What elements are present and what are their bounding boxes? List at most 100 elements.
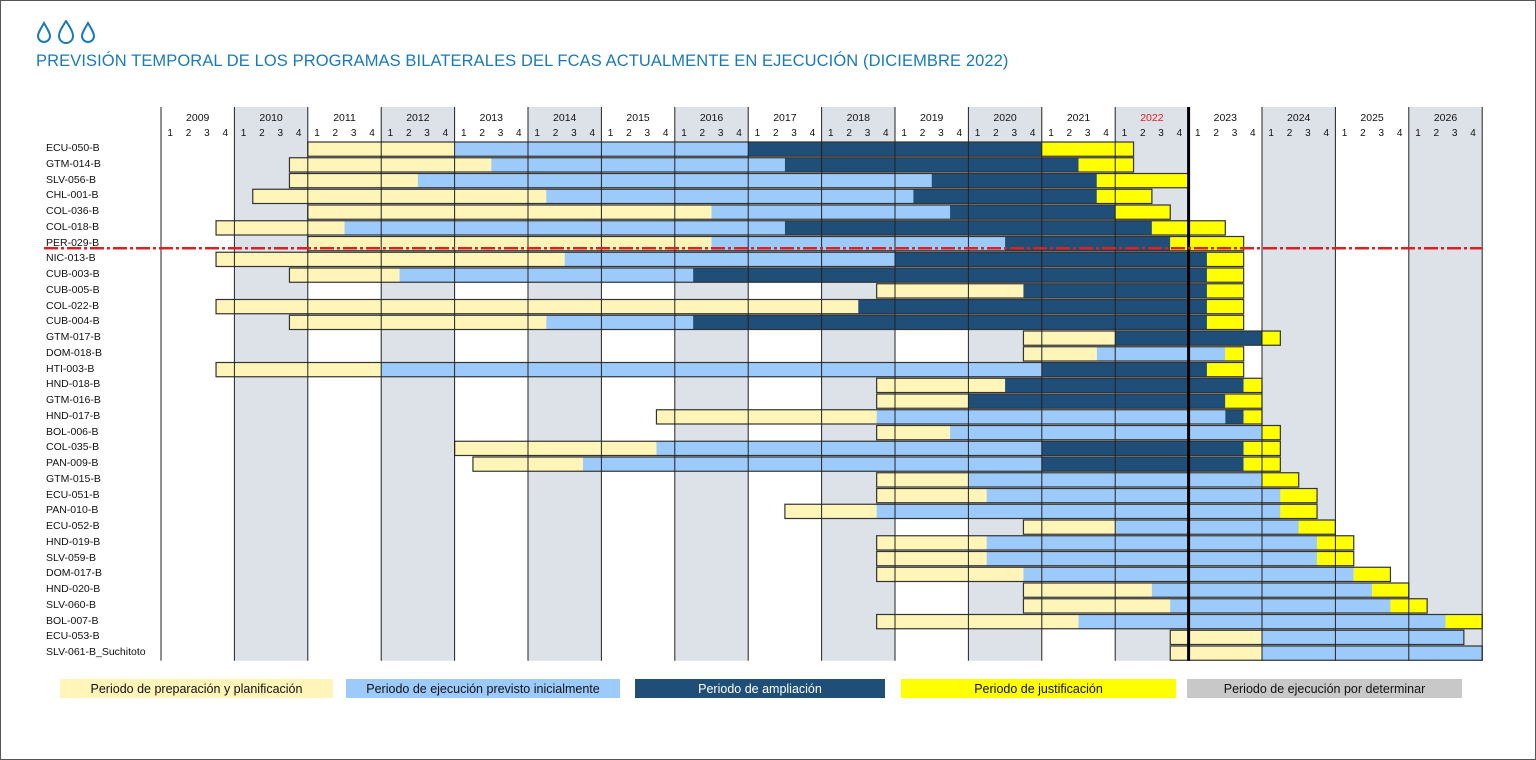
bar-segment-prep <box>216 299 859 314</box>
bar-segment-prep <box>784 504 877 519</box>
program-row <box>1022 582 1410 598</box>
bar-outline <box>215 220 1226 236</box>
bar-segment-exec <box>950 425 1262 440</box>
program-label: GTM-015-B <box>46 472 101 485</box>
bar-segment-ext <box>1041 362 1207 377</box>
quarter-label: 1 <box>608 128 614 139</box>
bar-segment-ext <box>693 315 1207 330</box>
year-label: 2010 <box>259 112 283 124</box>
program-row <box>784 503 1318 520</box>
bar-outline <box>1022 598 1428 614</box>
quarter-label: 3 <box>1378 128 1384 139</box>
program-row <box>1022 330 1281 346</box>
program-row <box>288 314 1245 331</box>
quarter-label: 3 <box>865 128 871 139</box>
bar-outline <box>784 503 1318 520</box>
bar-segment-just <box>1078 157 1134 172</box>
legend-item-prep: Periodo de preparación y planificación <box>60 679 333 698</box>
bar-segment-just <box>1096 173 1189 188</box>
quarter-label: 2 <box>553 128 559 139</box>
year-label: 2016 <box>700 112 724 124</box>
quarter-label: 3 <box>1011 128 1017 139</box>
bar-outline <box>1022 330 1281 346</box>
year-label: 2022 <box>1140 112 1164 124</box>
bar-segment-prep <box>656 409 877 424</box>
bar-segment-exec <box>986 535 1318 550</box>
quarter-label: 4 <box>1397 128 1403 139</box>
program-label: SLV-061-B_Suchitoto <box>46 646 146 658</box>
bar-segment-just <box>1206 362 1244 377</box>
quarter-label: 3 <box>571 128 577 139</box>
program-label: NIC-013-B <box>46 252 96 265</box>
quarter-label: 1 <box>1122 128 1128 139</box>
bar-segment-just <box>1372 583 1409 598</box>
program-label: COL-035-B <box>46 441 100 454</box>
bar-segment-prep <box>289 173 418 188</box>
year-label: 2020 <box>993 112 1017 124</box>
quarter-label: 1 <box>1415 128 1421 139</box>
bar-segment-just <box>1225 394 1262 409</box>
bar-segment-prep <box>1023 346 1097 361</box>
quarter-label: 4 <box>516 128 522 139</box>
bar-segment-prep <box>876 472 969 487</box>
quarter-label: 2 <box>773 128 779 139</box>
program-label: GTM-014-B <box>46 157 101 170</box>
program-label: BOL-007-B <box>46 614 99 627</box>
program-label: CUB-005-B <box>46 283 100 296</box>
quarter-label: 2 <box>626 128 632 139</box>
program-row <box>454 440 1281 457</box>
bar-segment-prep <box>1023 520 1116 535</box>
legend-item-tbd: Periodo de ejecución por determinar <box>1187 679 1462 698</box>
program-row <box>215 251 1245 268</box>
program-row <box>1022 346 1245 362</box>
year-label: 2012 <box>406 112 430 124</box>
quarter-label: 4 <box>1250 128 1256 139</box>
quarter-label: 2 <box>1213 128 1219 139</box>
bar-outline <box>215 361 1245 378</box>
quarter-label: 2 <box>1434 128 1440 139</box>
year-column-shade <box>1408 107 1483 661</box>
quarter-label: 4 <box>1030 128 1036 139</box>
bar-segment-prep <box>216 252 565 267</box>
bar-segment-just <box>1096 189 1152 204</box>
bar-segment-exec <box>986 488 1281 503</box>
bar-segment-prep <box>1023 583 1152 598</box>
bar-outline <box>215 251 1245 268</box>
quarter-label: 2 <box>920 128 926 139</box>
quarter-label: 2 <box>479 128 485 139</box>
program-label: SLV-060-B <box>46 598 97 611</box>
program-row <box>876 535 1355 551</box>
quarter-label: 1 <box>755 128 761 139</box>
quarter-label: 4 <box>443 128 449 139</box>
quarter-label: 3 <box>277 128 283 139</box>
program-row <box>876 613 1483 630</box>
quarter-label: 1 <box>388 128 394 139</box>
bar-segment-prep <box>289 315 547 330</box>
year-label: 2019 <box>920 112 944 124</box>
quarter-label: 4 <box>736 128 742 139</box>
bar-segment-just <box>1262 425 1281 440</box>
quarter-label: 4 <box>956 128 962 139</box>
quarter-label: 1 <box>167 128 173 139</box>
program-row <box>472 456 1281 472</box>
water-drops-icon <box>36 19 98 49</box>
quarter-label: 2 <box>406 128 412 139</box>
quarter-label: 4 <box>1103 128 1109 139</box>
bar-segment-prep <box>1023 598 1171 613</box>
quarter-label: 4 <box>663 128 669 139</box>
program-label: HND-017-B <box>46 409 101 422</box>
legend-item-ext: Periodo de ampliación <box>635 679 885 698</box>
quarter-label: 4 <box>369 128 375 139</box>
program-row <box>215 361 1245 378</box>
bar-segment-just <box>1206 268 1244 283</box>
bar-segment-prep <box>1170 646 1262 661</box>
quarter-label: 3 <box>1452 128 1458 139</box>
quarter-label: 3 <box>791 128 797 139</box>
bar-segment-prep <box>1023 331 1116 346</box>
bar-outline <box>1169 629 1465 646</box>
program-label: DOM-018-B <box>46 346 103 359</box>
quarter-label: 1 <box>681 128 687 139</box>
quarter-label: 3 <box>1232 128 1238 139</box>
program-label: COL-018-B <box>46 220 100 233</box>
program-label: GTM-017-B <box>46 331 101 343</box>
